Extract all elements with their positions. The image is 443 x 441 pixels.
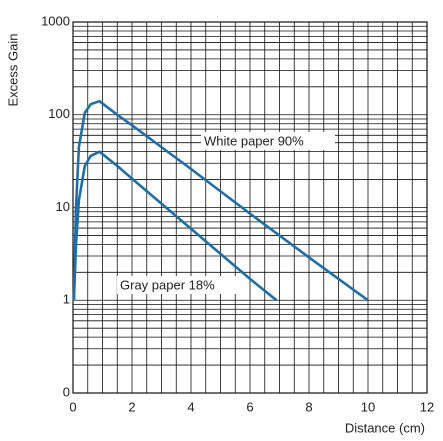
x-tick-label: 6: [246, 399, 253, 414]
plot-frame: [72, 21, 428, 394]
label-box: [117, 276, 237, 294]
x-axis-label: Distance (cm): [345, 420, 425, 435]
line-series: [72, 150, 278, 302]
y-tick-label: 100: [48, 106, 70, 121]
x-tick-label: 0: [69, 399, 76, 414]
x-tick-label: 2: [128, 399, 135, 414]
y-tick-label: 0: [63, 384, 70, 399]
y-tick-label: 1000: [41, 13, 70, 28]
line-series: [72, 99, 369, 302]
series-label: Gray paper 18%: [120, 277, 215, 292]
y-tick-label: 1: [63, 292, 70, 307]
label-box: [201, 132, 335, 150]
y-axis-label: Excess Gain: [5, 34, 20, 107]
x-tick-label: 10: [361, 399, 375, 414]
x-tick-label: 12: [420, 399, 434, 414]
series-label: White paper 90%: [204, 133, 304, 148]
x-tick-label: 4: [187, 399, 194, 414]
y-tick-label: 10: [56, 199, 70, 214]
x-tick-label: 8: [305, 399, 312, 414]
